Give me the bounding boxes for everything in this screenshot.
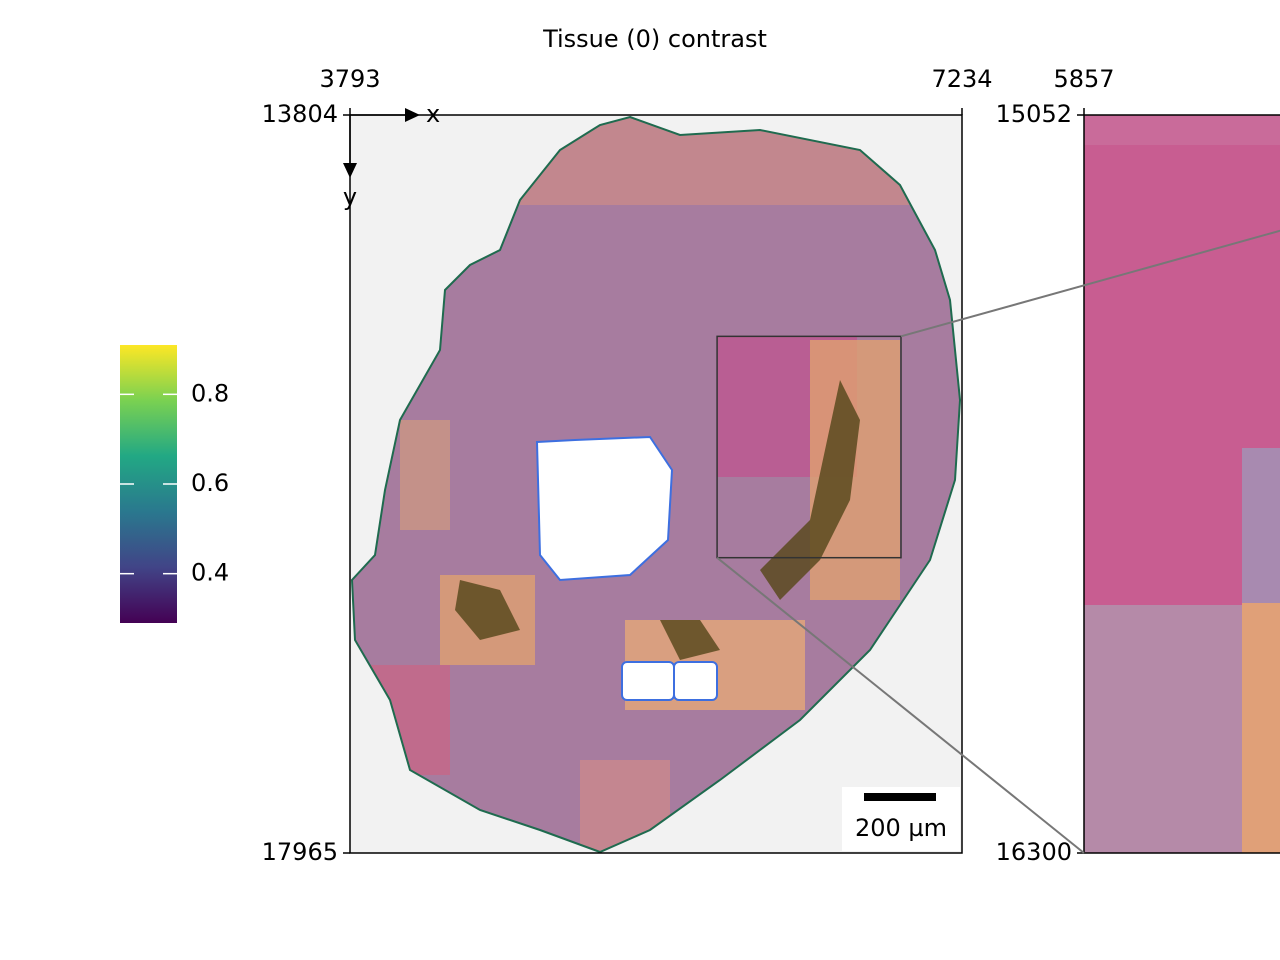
y-tick-label: 16300 <box>996 838 1072 866</box>
lumen <box>535 435 674 582</box>
x-tick-label: 7234 <box>931 65 992 93</box>
x-tick-label: 3793 <box>319 65 380 93</box>
y-tick-label: 17965 <box>262 838 338 866</box>
colorbar-tick-label: 0.8 <box>191 379 229 407</box>
scale-bar <box>864 793 936 801</box>
zoom-connector <box>900 229 1280 338</box>
colorbar-tick-label: 0.4 <box>191 559 229 587</box>
y-axis-label: y <box>343 183 357 211</box>
axes-frame <box>349 114 963 854</box>
colorbar-tick-label: 0.6 <box>191 469 229 497</box>
zoom-box <box>716 335 902 559</box>
zoom-image <box>1084 115 1280 853</box>
y-tick-label: 15052 <box>996 100 1072 128</box>
zoom-connector <box>716 556 1085 854</box>
x-arrow-head <box>405 108 420 122</box>
y-tick-label: 13804 <box>262 100 338 128</box>
scale-bar-label: 200 µm <box>855 814 947 842</box>
title: Tissue (0) contrast <box>542 25 767 53</box>
hole <box>621 661 675 701</box>
x-axis-label: x <box>426 100 440 128</box>
zoom-frame <box>1083 114 1280 854</box>
y-arrow-head <box>343 163 357 178</box>
x-tick-label: 5857 <box>1053 65 1114 93</box>
hole <box>673 661 718 701</box>
